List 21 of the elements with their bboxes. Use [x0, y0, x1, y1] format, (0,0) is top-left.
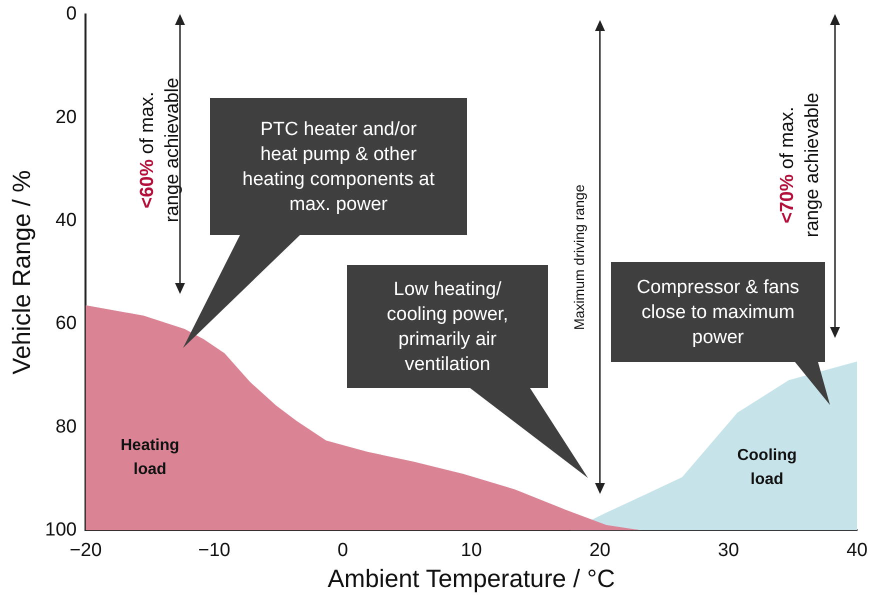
y-tick-label: 80: [56, 416, 77, 438]
y-tick-label: 40: [56, 210, 77, 231]
annotation: Low heating/ cooling power, primarily air ventilation: [386, 278, 510, 376]
series-label: Cooling load: [736, 446, 798, 490]
y-tick-label: 100: [45, 519, 77, 540]
series-label: Heating load: [120, 436, 180, 480]
y-tick-label: 0: [66, 4, 77, 25]
y-tick-label: 60: [56, 313, 77, 334]
annotation: Compressor & fans close to maximum power: [636, 276, 800, 350]
x-tick-label: −20: [70, 540, 102, 561]
x-tick-label: 10: [460, 540, 482, 561]
x-tick-label: 0: [338, 540, 348, 561]
x-tick-label: 20: [589, 540, 610, 561]
y-tick-label: 20: [56, 106, 77, 128]
x-tick-label: 30: [718, 540, 740, 561]
annotation: PTC heater and/or heat pump & other heating components at max. power: [241, 118, 436, 216]
y-axis-title: Vehicle Range / %: [8, 170, 36, 374]
ref-line-label: Maximum driving range: [570, 184, 587, 330]
x-tick-label: −10: [198, 540, 230, 561]
x-tick-label: 40: [846, 540, 868, 561]
x-axis-title: Ambient Temperature / °C: [328, 564, 616, 593]
